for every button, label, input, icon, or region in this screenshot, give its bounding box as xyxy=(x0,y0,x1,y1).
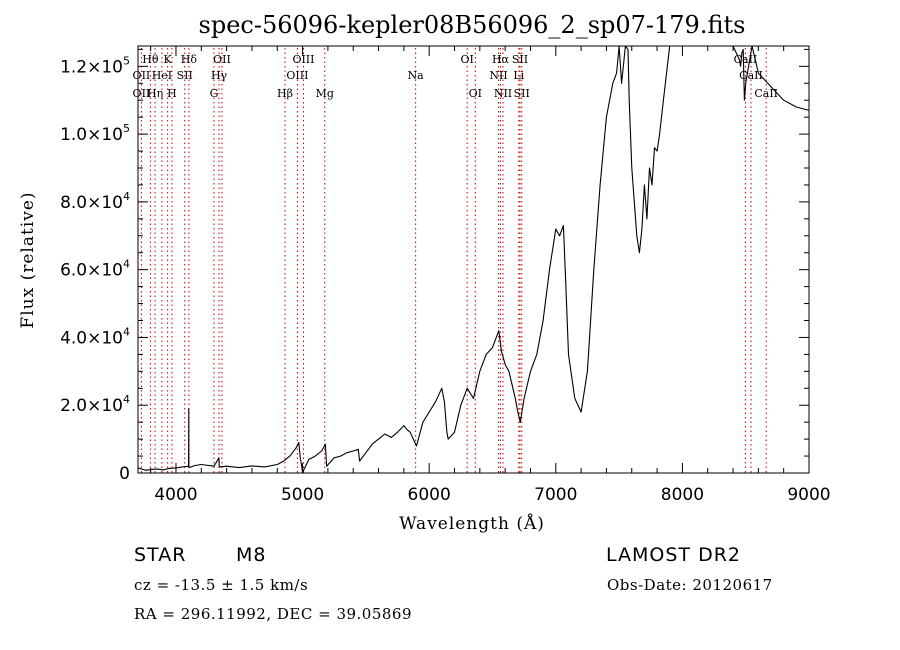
line-label-25: NII xyxy=(494,87,512,100)
chart-title: spec-56096-kepler08B56096_2_sp07-179.fit… xyxy=(199,11,746,39)
line-label-13: OIII xyxy=(286,69,308,82)
line-label-15: NII xyxy=(489,69,507,82)
line-label-26: SII xyxy=(514,87,530,100)
line-label-0: Hθ xyxy=(142,53,159,66)
x-axis: 4000 5000 6000 7000 8000 9000 xyxy=(150,46,831,505)
x-tick-label-1: 5000 xyxy=(281,485,324,505)
line-label-10: HeI xyxy=(152,69,172,82)
line-label-20: H xyxy=(167,87,177,100)
line-label-24: OI xyxy=(469,87,482,100)
survey-name: LAMOST DR2 xyxy=(606,544,741,566)
line-label-3: OII xyxy=(213,53,231,66)
line-label-21: G xyxy=(210,87,219,100)
x-tick-label-5: 9000 xyxy=(787,485,830,505)
line-label-2: Hδ xyxy=(181,53,198,66)
x-tick-label-4: 8000 xyxy=(661,485,704,505)
line-label-16: Li xyxy=(513,69,524,82)
line-label-7: SII xyxy=(512,53,528,66)
x-tick-label-3: 7000 xyxy=(534,485,577,505)
line-label-14: Na xyxy=(408,69,425,82)
line-label-4: OIII xyxy=(292,53,314,66)
spectrum-series-line xyxy=(137,45,810,473)
line-label-19: Hη xyxy=(147,87,163,100)
x-axis-label: Wavelength (Å) xyxy=(399,513,545,534)
x-tick-label-2: 6000 xyxy=(408,485,451,505)
spectral-line-markers xyxy=(140,48,767,473)
line-label-11: SII xyxy=(177,69,193,82)
line-label-22: Hβ xyxy=(277,87,293,100)
y-tick-label-6: 1.2×105 xyxy=(60,54,130,77)
spectral-subclass: M8 xyxy=(236,544,266,566)
plot-frame xyxy=(137,45,810,474)
y-tick-label-0: 0 xyxy=(119,464,130,484)
redshift-velocity: cz = -13.5 ± 1.5 km/s xyxy=(134,576,308,594)
y-tick-label-1: 2.0×104 xyxy=(60,393,130,416)
y-tick-label-3: 6.0×104 xyxy=(60,258,130,281)
line-label-1: K xyxy=(164,53,173,66)
sky-coordinates: RA = 296.11992, DEC = 39.05869 xyxy=(134,605,412,623)
line-label-17: CaII xyxy=(739,69,763,82)
y-axis-label: Flux (relative) xyxy=(18,191,38,328)
observation-date: Obs-Date: 20120617 xyxy=(607,576,773,594)
y-tick-label-5: 1.0×105 xyxy=(60,122,130,145)
y-tick-label-2: 4.0×104 xyxy=(60,325,130,348)
line-label-5: OI xyxy=(460,53,473,66)
line-label-6: Hα xyxy=(492,53,510,66)
line-label-27: CaII xyxy=(754,87,778,100)
x-tick-label-0: 4000 xyxy=(154,485,197,505)
object-type: STAR xyxy=(134,544,186,566)
line-label-23: Mg xyxy=(316,87,334,100)
y-axis: 0 2.0×104 4.0×104 6.0×104 8.0×104 1.0×105 1.2×… xyxy=(60,48,809,484)
line-label-18: OII xyxy=(133,87,151,100)
line-label-12: Hγ xyxy=(211,69,228,82)
y-tick-label-4: 8.0×104 xyxy=(60,190,130,213)
line-label-9: OII xyxy=(133,69,151,82)
